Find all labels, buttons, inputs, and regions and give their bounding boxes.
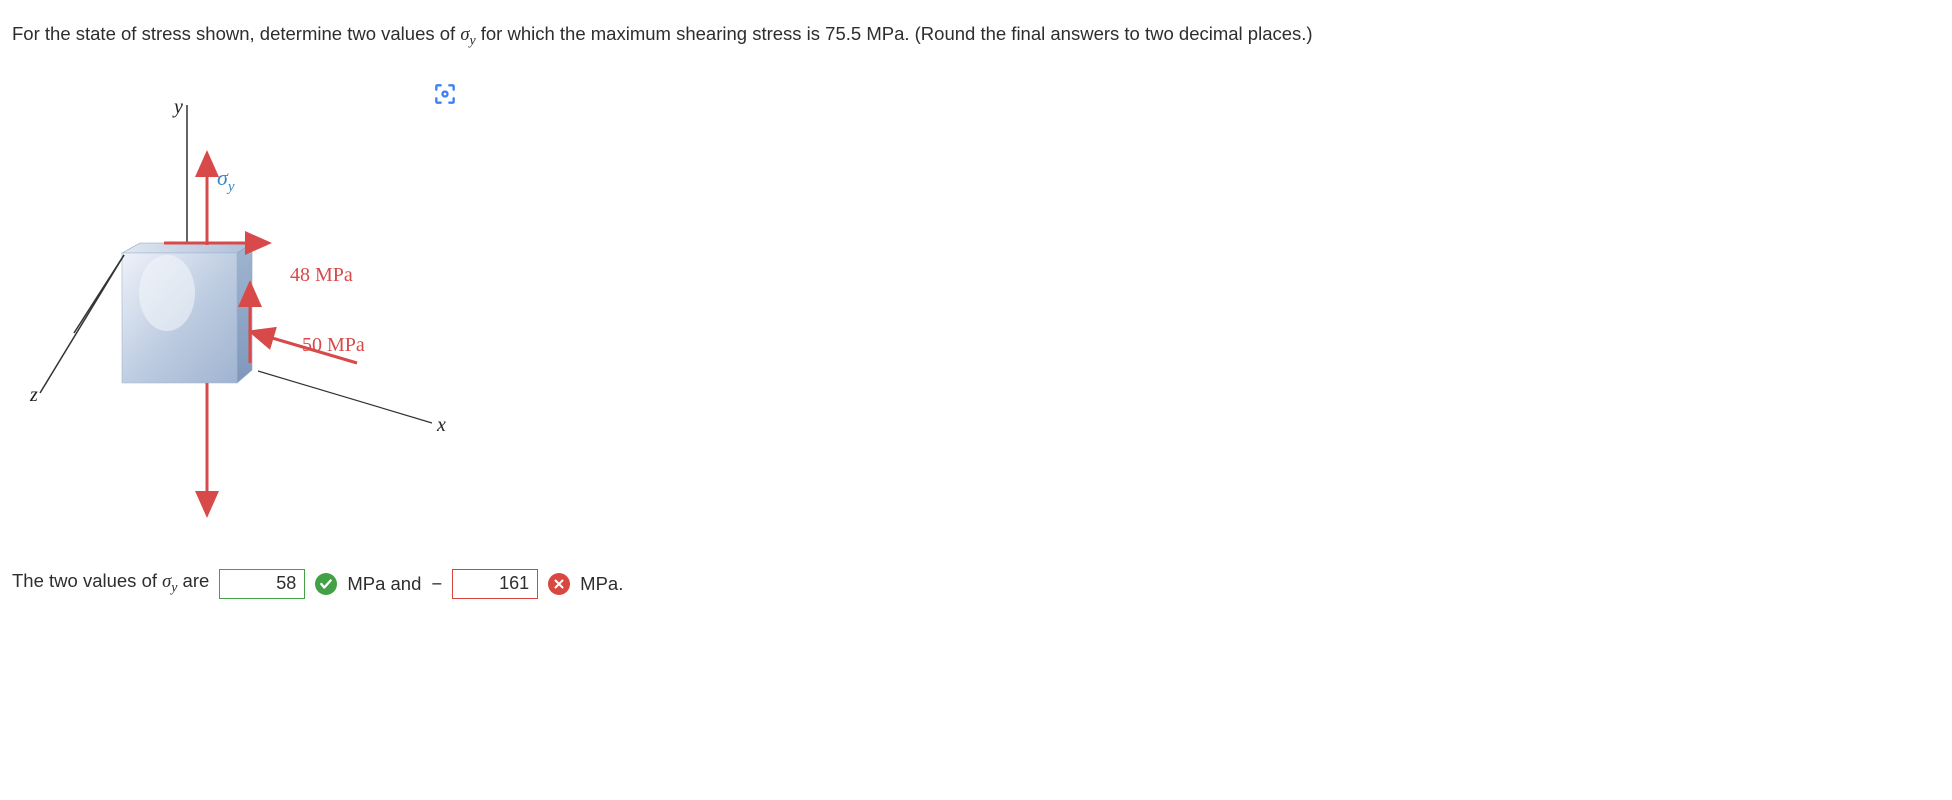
check-icon xyxy=(315,573,337,595)
stress-diagram-svg: y z x σy 48 MPa xyxy=(12,63,452,533)
sigma-y-symbol: σy xyxy=(460,25,475,45)
sigma-y-answer: σy xyxy=(162,572,177,592)
y-axis-label: y xyxy=(172,96,183,118)
answer-row: The two values of σy are 58 MPa and − 16… xyxy=(12,569,1940,599)
label-48: 48 MPa xyxy=(290,264,353,286)
diagram: y z x σy 48 MPa xyxy=(12,63,452,533)
question-part1: For the state of stress shown, determine… xyxy=(12,23,460,44)
unit-1: MPa and xyxy=(347,573,421,595)
unit-2: MPa. xyxy=(580,573,623,595)
answer-input-2[interactable]: 161 xyxy=(452,569,538,599)
x-icon xyxy=(548,573,570,595)
diagram-row: y z x σy 48 MPa xyxy=(12,63,1940,533)
capture-icon[interactable] xyxy=(432,81,458,112)
label-50: 50 MPa xyxy=(302,334,365,356)
question-part2: for which the maximum shearing stress is… xyxy=(476,23,1313,44)
z-axis-label: z xyxy=(29,384,38,406)
minus-sign: − xyxy=(431,573,442,595)
sigma-y-label: σy xyxy=(217,165,235,195)
question-text: For the state of stress shown, determine… xyxy=(12,20,1940,53)
stress-block xyxy=(122,243,252,383)
x-axis-label: x xyxy=(436,414,446,436)
answer-prefix: The two values of σy are xyxy=(12,570,209,597)
x-axis xyxy=(258,371,432,423)
answer-input-1[interactable]: 58 xyxy=(219,569,305,599)
